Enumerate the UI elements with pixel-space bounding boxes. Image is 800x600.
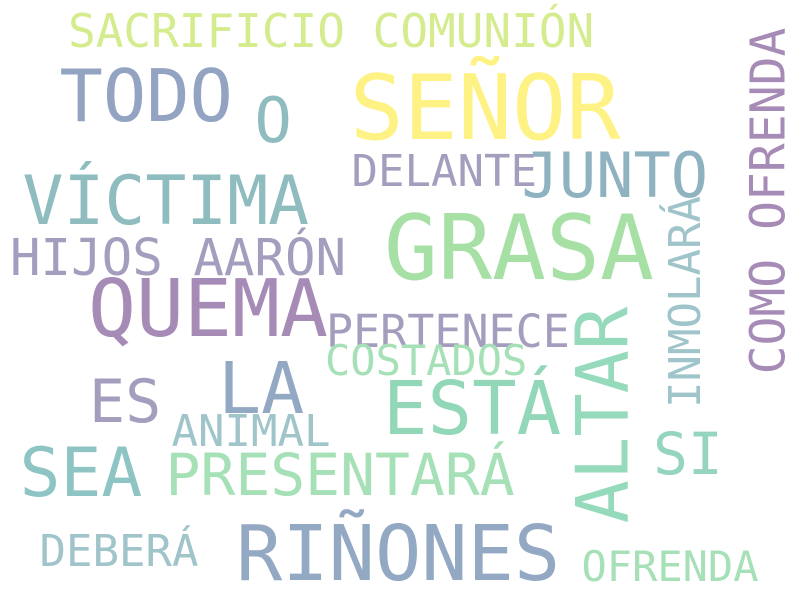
word-junto: JUNTO [521, 139, 709, 212]
word-grasa: GRASA [384, 197, 654, 301]
word-si: SI [653, 420, 723, 488]
word-altar: ALTAR [559, 306, 644, 524]
word-ofrenda: OFRENDA [581, 542, 759, 591]
word-sacrificio-comunion: SACRIFICIO COMUNIÓN [68, 4, 595, 58]
word-todo: TODO [59, 54, 233, 138]
word-inmolara: INMOLARÁ [659, 196, 711, 408]
word-como-ofrenda: COMO OFRENDA [739, 27, 796, 375]
word-esta: ESTÁ [383, 366, 562, 452]
word-animal: ANIMAL [171, 406, 331, 457]
word-o: O [254, 84, 292, 157]
word-rinones: RIÑONES [236, 509, 561, 599]
word-victima: VÍCTIMA [22, 162, 310, 241]
word-es: ES [89, 367, 162, 437]
word-quema: QUEMA [88, 262, 328, 355]
word-debera: DEBERÁ [39, 526, 199, 577]
word-pertenece: PERTENECE [326, 304, 570, 358]
word-sea: SEA [19, 434, 143, 513]
word-senor: SEÑOR [349, 56, 621, 161]
word-hijos-aaron: HIJOS AARÓN [10, 227, 347, 287]
word-la: LA [218, 346, 305, 430]
word-presentara: PRESENTARÁ [165, 441, 515, 509]
word-costados: COSTADOS [325, 336, 528, 385]
word-delante: DELANTE [351, 146, 537, 197]
